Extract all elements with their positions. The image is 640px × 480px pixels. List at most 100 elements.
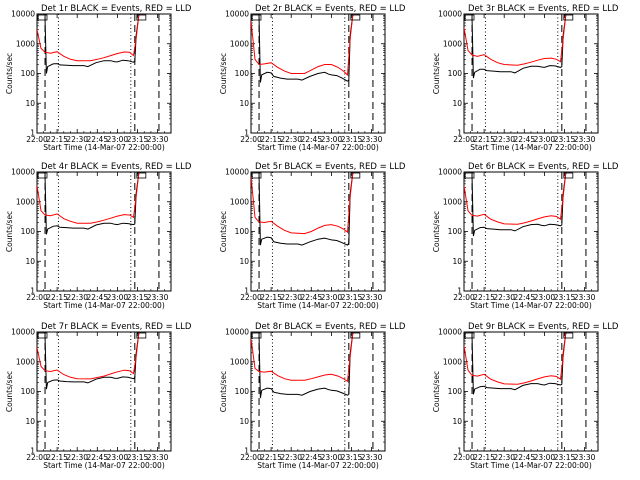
y-tick-label: 1 xyxy=(244,447,249,456)
y-tick-label: 10000 xyxy=(225,10,249,19)
y-tick-label: 100 xyxy=(21,69,36,78)
x-tick-label: 22:45 xyxy=(86,293,108,302)
x-axis-label: Start Time (14-Mar-07 22:00:00) xyxy=(470,301,592,310)
chart-title: Det 4r BLACK = Events, RED = LLD xyxy=(41,162,192,172)
y-tick-label: 100 xyxy=(21,387,36,396)
plot-frame xyxy=(463,331,599,452)
y-tick-label: 1000 xyxy=(443,197,462,206)
y-tick-label: 1 xyxy=(30,287,35,296)
marker-box xyxy=(37,172,48,179)
y-axis-label: Counts/sec xyxy=(432,371,441,412)
x-tick-label: 22:45 xyxy=(300,453,322,462)
y-tick-label: 100 xyxy=(21,227,36,236)
x-tick-label: 22:45 xyxy=(300,135,322,144)
x-tick-label: 22:45 xyxy=(513,135,535,144)
y-tick-label: 10 xyxy=(239,257,249,266)
x-tick-label: 22:45 xyxy=(300,293,322,302)
y-tick-label: 1000 xyxy=(443,39,462,48)
panel-det-5: Det 5r BLACK = Events, RED = LLD 1 10 100 10… xyxy=(219,162,406,310)
x-tick-label: 22:15 xyxy=(473,453,495,462)
series-line-black xyxy=(44,15,140,74)
y-tick-label: 10 xyxy=(239,417,249,426)
series-line-black xyxy=(44,333,140,390)
marker-box xyxy=(464,332,475,339)
x-tick-label: 22:15 xyxy=(46,453,68,462)
y-tick-label: 1000 xyxy=(16,39,35,48)
x-tick-label: 23:15 xyxy=(554,293,576,302)
y-tick-label: 1 xyxy=(457,129,462,138)
x-tick-label: 22:30 xyxy=(280,453,302,462)
panel-det-3: Det 3r BLACK = Events, RED = LLD 1 10 100 10… xyxy=(432,4,619,152)
x-tick-label: 23:00 xyxy=(107,453,129,462)
y-tick-label: 1000 xyxy=(443,357,462,366)
marker-box xyxy=(350,172,361,179)
marker-box xyxy=(464,172,475,179)
plot-frame xyxy=(36,331,172,452)
series-line-black xyxy=(471,173,567,237)
y-tick-label: 100 xyxy=(235,387,250,396)
x-tick-label: 22:00 xyxy=(240,453,262,462)
series-line-red xyxy=(37,14,140,62)
series-line-red xyxy=(251,172,354,235)
x-tick-label: 22:00 xyxy=(453,135,475,144)
x-tick-label: 22:00 xyxy=(26,453,48,462)
panel-det-8: Det 8r BLACK = Events, RED = LLD 1 10 100 10… xyxy=(219,322,406,470)
x-tick-label: 23:15 xyxy=(341,135,363,144)
marker-box xyxy=(350,14,361,21)
panel-det-4: Det 4r BLACK = Events, RED = LLD 1 10 100 10… xyxy=(5,162,192,310)
x-tick-label: 23:00 xyxy=(107,135,129,144)
x-tick-label: 23:00 xyxy=(321,453,343,462)
marker-box xyxy=(251,14,262,21)
y-axis-label: Counts/sec xyxy=(432,53,441,94)
chart-title: Det 2r BLACK = Events, RED = LLD xyxy=(255,4,406,14)
marker-box xyxy=(136,14,147,21)
marker-box xyxy=(37,14,48,21)
series-line-black xyxy=(258,333,354,399)
series-line-red xyxy=(464,14,567,66)
x-tick-label: 22:45 xyxy=(513,293,535,302)
marker-box xyxy=(464,14,475,21)
x-tick-label: 22:30 xyxy=(280,293,302,302)
y-tick-label: 10 xyxy=(25,257,35,266)
y-axis-label: Counts/sec xyxy=(432,211,441,252)
x-tick-label: 22:30 xyxy=(493,453,515,462)
x-tick-label: 23:00 xyxy=(321,135,343,144)
y-tick-label: 100 xyxy=(235,227,250,236)
y-tick-label: 1 xyxy=(457,447,462,456)
x-tick-label: 23:15 xyxy=(127,293,149,302)
x-tick-label: 22:00 xyxy=(453,453,475,462)
y-tick-label: 100 xyxy=(448,227,463,236)
x-tick-label: 23:00 xyxy=(107,293,129,302)
x-tick-label: 23:30 xyxy=(147,135,169,144)
x-tick-label: 22:00 xyxy=(26,135,48,144)
chart-title: Det 9r BLACK = Events, RED = LLD xyxy=(468,322,619,332)
series-line-black xyxy=(44,173,140,235)
marker-box xyxy=(37,332,48,339)
marker-box xyxy=(136,172,147,179)
marker-box xyxy=(563,172,574,179)
x-tick-label: 22:30 xyxy=(280,135,302,144)
series-line-black xyxy=(258,173,354,246)
series-line-red xyxy=(464,172,567,225)
x-tick-label: 23:15 xyxy=(554,453,576,462)
x-axis-label: Start Time (14-Mar-07 22:00:00) xyxy=(257,301,379,310)
y-tick-label: 10 xyxy=(452,417,462,426)
chart-title: Det 8r BLACK = Events, RED = LLD xyxy=(255,322,406,332)
y-tick-label: 10 xyxy=(25,417,35,426)
y-tick-label: 1000 xyxy=(230,39,249,48)
y-tick-label: 1000 xyxy=(16,197,35,206)
x-tick-label: 23:30 xyxy=(361,135,383,144)
y-tick-label: 1 xyxy=(244,129,249,138)
x-tick-label: 23:00 xyxy=(534,293,556,302)
plot-frame xyxy=(463,13,599,134)
y-tick-label: 10000 xyxy=(11,10,35,19)
x-axis-label: Start Time (14-Mar-07 22:00:00) xyxy=(43,301,165,310)
x-tick-label: 23:00 xyxy=(534,135,556,144)
x-tick-label: 23:15 xyxy=(127,453,149,462)
x-tick-label: 23:15 xyxy=(554,135,576,144)
x-tick-label: 22:15 xyxy=(260,293,282,302)
x-axis-label: Start Time (14-Mar-07 22:00:00) xyxy=(257,143,379,152)
chart-title: Det 5r BLACK = Events, RED = LLD xyxy=(255,162,406,172)
chart-title: Det 7r BLACK = Events, RED = LLD xyxy=(41,322,192,332)
panel-det-1: Det 1r BLACK = Events, RED = LLD 1 10 100 10… xyxy=(5,4,192,152)
